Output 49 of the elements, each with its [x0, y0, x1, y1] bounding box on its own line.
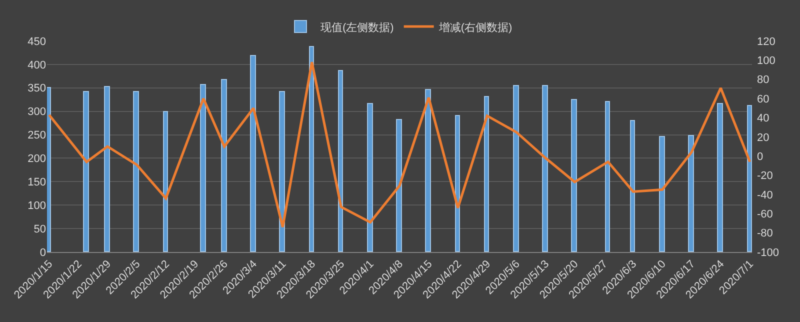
bar [484, 96, 489, 252]
legend-label: 现值(左侧数据) [320, 22, 394, 34]
y2-tick-label: -80 [757, 228, 773, 240]
y-tick-label: 450 [28, 36, 46, 48]
y-tick-label: 300 [28, 106, 46, 118]
bar [542, 85, 548, 252]
legend-label: 增减(右侧数据) [438, 20, 512, 34]
bar [200, 84, 206, 252]
y2-tick-label: -60 [757, 208, 773, 220]
bar [250, 55, 256, 252]
bar [659, 136, 665, 252]
y-tick-label: 200 [28, 153, 46, 166]
y-tick-label: 100 [28, 200, 46, 212]
y-tick-label: 250 [28, 130, 46, 142]
y2-tick-label: 80 [757, 74, 770, 86]
y-tick-label: 50 [34, 223, 46, 236]
y-tick-label: 150 [28, 176, 46, 189]
y2-tick-label: 100 [757, 55, 776, 68]
bar [571, 99, 577, 252]
bar [630, 120, 635, 252]
bar [425, 89, 431, 252]
y2-tick-label: 20 [757, 132, 770, 144]
bar [133, 91, 139, 252]
y-tick-label: 400 [28, 59, 46, 72]
y2-tick-label: 0 [757, 150, 764, 163]
bar [605, 101, 610, 252]
bar [83, 91, 89, 252]
bar [688, 135, 694, 252]
bar [309, 46, 314, 252]
y2-tick-label: 40 [757, 112, 770, 125]
bar [338, 70, 343, 252]
bar [717, 103, 723, 252]
line-series [48, 60, 752, 228]
bar [513, 85, 519, 252]
bar [367, 103, 373, 252]
bar [396, 119, 402, 252]
bar [104, 86, 110, 252]
bar [455, 115, 460, 252]
y2-tick-label: -40 [757, 189, 773, 202]
y2-tick-label: -100 [757, 246, 780, 259]
y-tick-label: 0 [40, 246, 46, 259]
y-tick-label: 350 [28, 82, 46, 95]
bar [221, 79, 227, 252]
y2-tick-label: -20 [757, 170, 773, 182]
bar [163, 111, 168, 252]
y2-tick-label: 120 [757, 36, 776, 48]
bar [279, 91, 285, 252]
y2-tick-label: 60 [757, 93, 770, 106]
bar [747, 105, 752, 252]
